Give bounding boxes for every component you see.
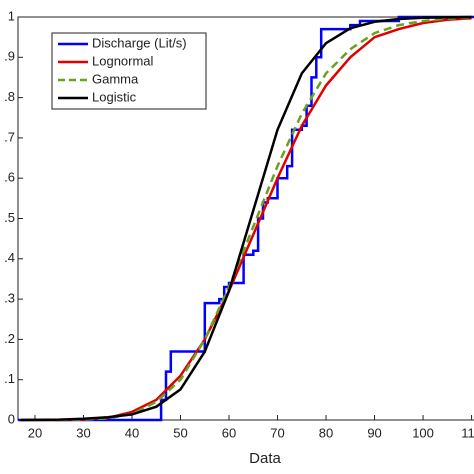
y-tick-label: .4 (4, 250, 15, 265)
legend-label: Discharge (Lit/s) (92, 35, 187, 50)
y-tick-label: .2 (4, 331, 15, 346)
y-tick-label: .6 (4, 170, 15, 185)
x-tick-label: 100 (412, 425, 434, 440)
x-tick-label: 70 (270, 425, 284, 440)
y-tick-label: .1 (4, 371, 15, 386)
legend-label: Lognormal (92, 53, 154, 68)
x-tick-label: 90 (367, 425, 381, 440)
x-tick-label: 60 (222, 425, 236, 440)
y-tick-label: .3 (4, 291, 15, 306)
x-tick-label: 80 (319, 425, 333, 440)
legend-box (51, 32, 207, 110)
x-tick-label: 50 (173, 425, 187, 440)
x-tick-label: 30 (76, 425, 90, 440)
x-tick-label: 40 (125, 425, 139, 440)
legend-label: Gamma (92, 71, 139, 86)
series-line (20, 16, 472, 422)
y-tick-label: .5 (4, 210, 15, 225)
y-tick-label: .7 (4, 129, 15, 144)
x-tick-label: 11 (461, 425, 474, 440)
y-tick-label: 0 (8, 411, 15, 426)
x-axis-label: Data (249, 450, 281, 467)
y-tick-label: .9 (4, 49, 15, 64)
series-line (20, 15, 472, 422)
x-tick-label: 20 (28, 425, 42, 440)
y-tick-label: .8 (4, 89, 15, 104)
y-tick-label: 1 (8, 8, 15, 23)
legend-label: Logistic (92, 89, 137, 104)
